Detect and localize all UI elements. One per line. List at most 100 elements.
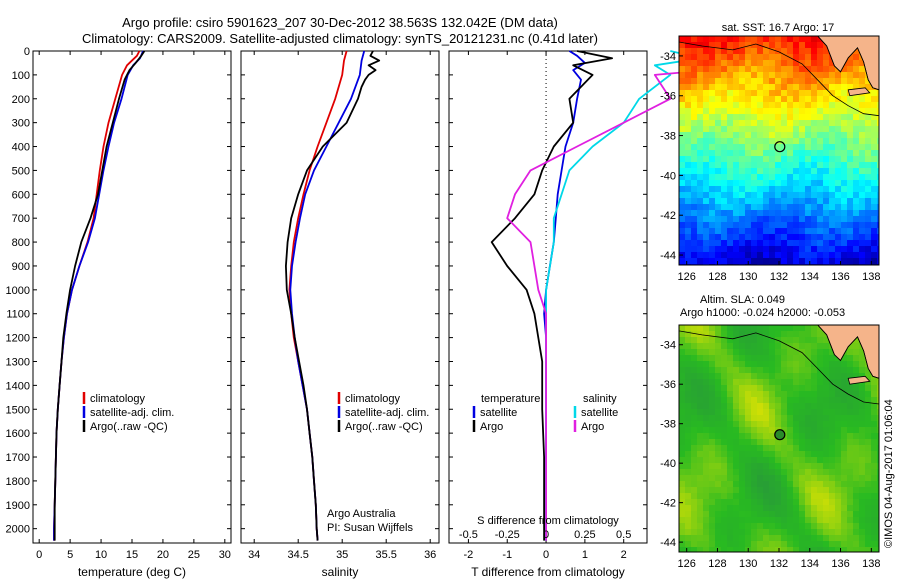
heatmap-cell <box>697 511 704 518</box>
heatmap-cell <box>745 523 752 530</box>
heatmap-cell <box>787 120 794 127</box>
heatmap-cell <box>841 523 848 530</box>
heatmap-cell <box>829 258 836 265</box>
heatmap-cell <box>679 397 686 404</box>
heatmap-cell <box>703 174 710 181</box>
heatmap-cell <box>865 174 872 181</box>
heatmap-cell <box>703 192 710 199</box>
heatmap-cell <box>805 343 812 350</box>
heatmap-cell <box>703 90 710 97</box>
heatmap-cell <box>715 343 722 350</box>
heatmap-cell <box>685 84 692 91</box>
heatmap-cell <box>775 186 782 193</box>
heatmap-cell <box>763 397 770 404</box>
heatmap-cell <box>757 523 764 530</box>
heatmap-cell <box>703 391 710 398</box>
heatmap-cell <box>715 463 722 470</box>
heatmap-cell <box>859 541 866 548</box>
heatmap-cell <box>769 48 776 55</box>
heatmap-cell <box>727 343 734 350</box>
heatmap-cell <box>853 168 860 175</box>
heatmap-cell <box>769 433 776 440</box>
sla-map-title-line2: Argo h1000: -0.024 h2000: -0.053 <box>680 307 845 319</box>
y-tick-label: -36 <box>660 379 676 391</box>
heatmap-cell <box>871 90 878 97</box>
heatmap-cell <box>877 457 879 464</box>
heatmap-cell <box>805 439 812 446</box>
heatmap-cell <box>805 42 812 49</box>
heatmap-cell <box>745 409 752 416</box>
y-tick-label: 1700 <box>6 452 30 464</box>
heatmap-cell <box>877 421 879 428</box>
heatmap-cell <box>757 325 764 332</box>
heatmap-cell <box>691 415 698 422</box>
heatmap-cell <box>733 138 740 145</box>
heatmap-cell <box>685 415 692 422</box>
heatmap-cell <box>787 192 794 199</box>
heatmap-cell <box>769 337 776 344</box>
heatmap-cell <box>805 385 812 392</box>
heatmap-cell <box>685 156 692 163</box>
heatmap-cell <box>829 475 836 482</box>
heatmap-cell <box>793 373 800 380</box>
heatmap-cell <box>685 204 692 211</box>
heatmap-cell <box>709 361 716 368</box>
heatmap-cell <box>811 451 818 458</box>
heatmap-cell <box>715 168 722 175</box>
heatmap-cell <box>859 84 866 91</box>
x-tick-label: 36 <box>424 549 436 561</box>
heatmap-cell <box>775 138 782 145</box>
heatmap-cell <box>715 120 722 127</box>
heatmap-cell <box>859 475 866 482</box>
heatmap-cell <box>871 445 878 452</box>
heatmap-cell <box>727 535 734 542</box>
heatmap-cell <box>805 499 812 506</box>
heatmap-cell <box>757 439 764 446</box>
heatmap-cell <box>715 246 722 253</box>
heatmap-cell <box>835 150 842 157</box>
heatmap-cell <box>709 451 716 458</box>
heatmap-cell <box>733 487 740 494</box>
heatmap-cell <box>775 90 782 97</box>
heatmap-cell <box>751 90 758 97</box>
heatmap-cell <box>721 481 728 488</box>
heatmap-cell <box>697 204 704 211</box>
heatmap-cell <box>733 120 740 127</box>
heatmap-cell <box>853 186 860 193</box>
heatmap-cell <box>835 499 842 506</box>
heatmap-cell <box>829 180 836 187</box>
heatmap-cell <box>751 240 758 247</box>
heatmap-cell <box>745 511 752 518</box>
heatmap-cell <box>685 36 692 43</box>
heatmap-cell <box>847 108 854 115</box>
heatmap-cell <box>847 54 854 61</box>
heatmap-cell <box>865 102 872 109</box>
heatmap-cell <box>781 168 788 175</box>
heatmap-cell <box>727 192 734 199</box>
heatmap-cell <box>727 511 734 518</box>
heatmap-cell <box>865 162 872 169</box>
heatmap-cell <box>775 355 782 362</box>
heatmap-cell <box>703 216 710 223</box>
heatmap-cell <box>757 499 764 506</box>
heatmap-cell <box>787 511 794 518</box>
heatmap-cell <box>805 108 812 115</box>
heatmap-cell <box>715 511 722 518</box>
heatmap-cell <box>727 547 734 552</box>
heatmap-cell <box>787 234 794 241</box>
heatmap-cell <box>751 168 758 175</box>
heatmap-cell <box>691 529 698 536</box>
heatmap-cell <box>751 427 758 434</box>
heatmap-cell <box>721 108 728 115</box>
heatmap-cell <box>847 367 854 374</box>
heatmap-cell <box>757 391 764 398</box>
heatmap-cell <box>679 114 686 121</box>
heatmap-cell <box>835 240 842 247</box>
heatmap-cell <box>715 192 722 199</box>
heatmap-cell <box>745 66 752 73</box>
heatmap-cell <box>763 84 770 91</box>
heatmap-cell <box>805 198 812 205</box>
heatmap-cell <box>757 427 764 434</box>
heatmap-cell <box>775 481 782 488</box>
heatmap-cell <box>691 48 698 55</box>
